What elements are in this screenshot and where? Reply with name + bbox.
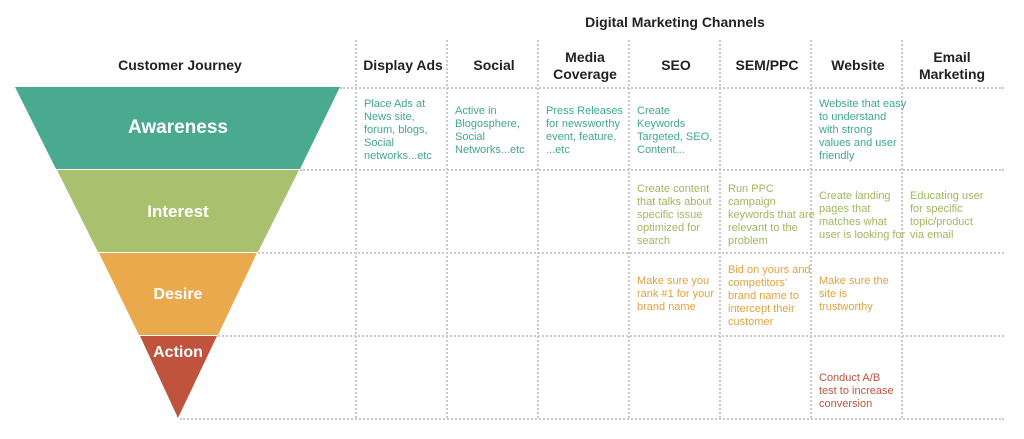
stage-label-desire: Desire — [153, 286, 203, 303]
funnel-stage-action — [140, 336, 217, 418]
cell-desire-seo: Make sure you rank #1 for your brand nam… — [637, 275, 715, 313]
channel-header-display-ads: Display Ads — [363, 57, 443, 73]
customer-journey-header: Customer Journey — [118, 57, 242, 73]
stage-label-interest: Interest — [147, 202, 209, 221]
grid-column-divider — [628, 40, 630, 418]
funnel-stage-interest — [57, 170, 299, 252]
stage-label-awareness: Awareness — [128, 117, 228, 138]
chart-title: Digital Marketing Channels — [585, 14, 765, 30]
channel-header-sem-ppc: SEM/PPC — [735, 57, 799, 73]
grid-column-divider — [719, 40, 721, 418]
channel-header-website: Website — [831, 57, 885, 73]
grid-row-divider — [180, 418, 1004, 420]
channel-header-social: Social — [473, 57, 515, 73]
grid-row-divider — [340, 87, 1004, 89]
cell-action-website: Conduct A/B test to increase conversion — [819, 372, 894, 410]
channel-header-seo: SEO — [661, 57, 691, 73]
channel-header-email-marketing: Email Marketing — [918, 49, 986, 82]
cell-awareness-media: Press Releases for newsworthy event, fea… — [546, 105, 624, 156]
channel-header-media-coverage: Media Coverage — [553, 49, 617, 82]
cell-interest-website: Create landing pages that matches what u… — [819, 190, 906, 241]
cell-awareness-seo: Create Keywords Targeted, SEO, Content..… — [637, 105, 713, 156]
funnel-stage-desire — [99, 253, 257, 335]
grid-column-divider — [355, 40, 357, 418]
stage-label-action: Action — [153, 344, 203, 361]
grid-row-divider — [258, 252, 1004, 254]
cell-desire-website: Make sure the site is trustworthy — [819, 275, 889, 313]
cell-awareness-website: Website that easy to understand with str… — [819, 98, 907, 162]
grid-row-divider — [218, 335, 1004, 337]
cell-desire-sem: Bid on yours and competitors' brand name… — [728, 264, 811, 328]
cell-awareness-display-ads: Place Ads at News site, forum, blogs, So… — [364, 98, 432, 162]
grid-column-divider — [446, 40, 448, 418]
funnel-stage-awareness — [15, 87, 340, 169]
cell-interest-email: Educating user for specific topic/produc… — [910, 190, 984, 241]
cell-interest-seo: Create content that talks about specific… — [637, 183, 712, 247]
grid-row-divider — [300, 169, 1004, 171]
cell-awareness-social: Active in Blogosphere, Social Networks..… — [455, 105, 525, 156]
grid-column-divider — [537, 40, 539, 418]
grid-column-divider — [901, 40, 903, 418]
grid-column-divider — [810, 40, 812, 418]
cell-interest-sem: Run PPC campaign keywords that are relev… — [728, 183, 815, 247]
